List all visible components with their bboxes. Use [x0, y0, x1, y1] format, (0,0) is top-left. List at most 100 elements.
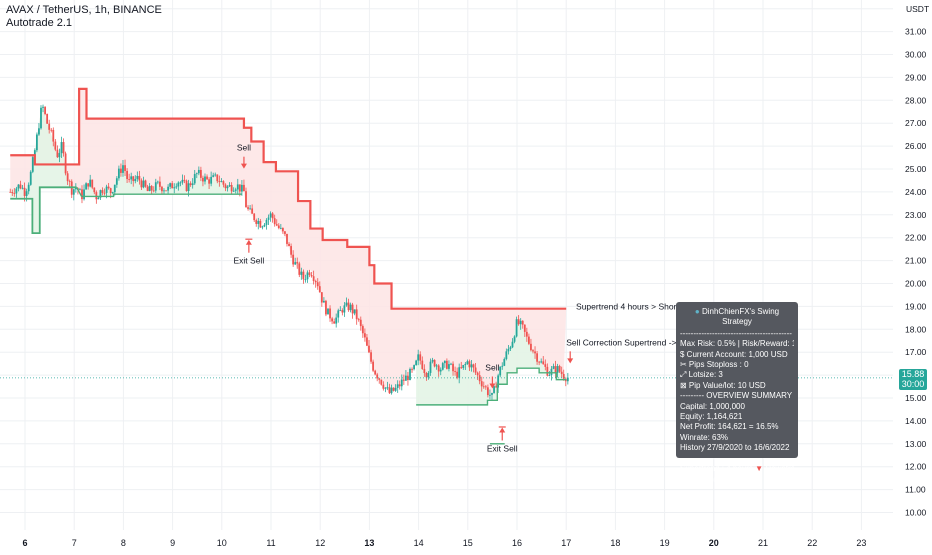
sell-arrow-head-icon: [240, 163, 247, 169]
candle-body: [550, 368, 553, 376]
candle-body: [431, 359, 434, 362]
candle-body: [158, 181, 161, 187]
candle-body: [347, 302, 350, 311]
candle-body: [441, 363, 444, 370]
candle-body: [542, 361, 545, 365]
candle-body: [304, 279, 307, 281]
price-axis-tick: 25.00: [905, 164, 927, 174]
time-axis-tick: 11: [266, 538, 275, 548]
candle-body: [493, 386, 495, 393]
candle-body: [72, 189, 75, 195]
price-axis-tick: 30.00: [905, 50, 927, 60]
candle-body: [345, 302, 348, 306]
candle-body: [93, 187, 96, 193]
time-axis-tick: 17: [561, 538, 571, 548]
uptrend-fill: [10, 104, 77, 234]
candle-body: [507, 348, 510, 352]
candle-body: [263, 224, 266, 227]
time-axis-tick: 15: [463, 538, 473, 548]
candle-body: [470, 364, 473, 368]
candle-body: [384, 387, 387, 389]
candle-body: [294, 262, 297, 265]
candle-body: [286, 233, 288, 244]
time-axis-tick: 19: [660, 538, 670, 548]
candle-body: [52, 129, 55, 142]
indicator-name[interactable]: Autotrade 2.1: [6, 17, 73, 29]
last-price-tag: 15.88 30:00: [899, 369, 927, 390]
candle-body: [351, 304, 354, 314]
sell-arrow-head-icon: [567, 358, 574, 364]
info-title: ● DinhChienFX's Swing Strategy: [680, 307, 794, 328]
candle-body: [195, 173, 198, 175]
candle-body: [224, 184, 227, 189]
candle-body: [111, 192, 114, 194]
candle-body: [251, 208, 254, 214]
candle-body: [296, 262, 299, 264]
candle-body: [202, 177, 204, 182]
candle-body: [540, 361, 543, 363]
candle-body: [486, 387, 489, 396]
candle-body: [210, 176, 213, 184]
candle-body: [464, 363, 467, 366]
candle-body: [407, 375, 409, 381]
candle-body: [234, 189, 237, 191]
candle-body: [335, 317, 338, 324]
price-axis-tick: 18.00: [905, 324, 927, 334]
price-axis-unit: USDT: [906, 4, 929, 14]
info-line: Capital: 1,000,000: [680, 401, 745, 411]
candle-body: [427, 372, 430, 378]
candle-body: [368, 345, 370, 353]
price-axis-tick: 13.00: [905, 439, 927, 449]
candle-body: [117, 168, 120, 179]
time-axis-tick: 7: [72, 538, 77, 548]
info-line: $ Current Account: 1,000 USD: [680, 349, 788, 359]
candle-body: [288, 243, 290, 247]
candle-body: [245, 191, 247, 208]
candle-body: [11, 191, 14, 194]
supertrend-up-line: [416, 367, 567, 406]
candle-body: [140, 180, 143, 188]
time-axis-tick: 12: [315, 538, 325, 548]
supertrend-up-line: [81, 193, 242, 198]
candle-body: [421, 360, 424, 369]
info-line: Net Profit: 164,621 = 16.5%: [680, 422, 779, 432]
time-axis-tick: 21: [758, 538, 768, 548]
candle-body: [83, 189, 85, 200]
candle-body: [163, 190, 165, 192]
candle-body: [281, 227, 284, 232]
candle-body: [482, 386, 485, 388]
candle-body: [458, 367, 461, 378]
candle-body: [476, 372, 479, 376]
candle-body: [380, 379, 383, 385]
candle-body: [35, 134, 38, 151]
candle-body: [208, 179, 210, 184]
bar-countdown: 30:00: [901, 379, 925, 389]
candle-body: [534, 351, 536, 354]
candle-body: [81, 189, 83, 200]
candle-body: [503, 359, 506, 366]
candle-body: [370, 352, 372, 362]
price-axis-tick: 28.00: [905, 95, 927, 105]
candle-body: [107, 186, 110, 189]
candle-body: [68, 181, 71, 182]
candle-body: [532, 350, 534, 352]
time-axis-tick: 6: [22, 538, 27, 548]
annotation-label: Exit Sell: [487, 443, 518, 453]
candle-body: [320, 292, 323, 303]
candle-body: [181, 179, 184, 183]
candle-body: [318, 286, 321, 293]
info-line: ⤢ Lotsize: 3: [680, 370, 723, 380]
candle-body: [386, 387, 389, 389]
last-price: 15.88: [901, 369, 925, 379]
downtrend-fill: [10, 88, 567, 398]
candle-body: [560, 371, 563, 374]
candle-body: [183, 179, 186, 181]
candle-body: [50, 129, 53, 131]
candle-body: [372, 361, 374, 371]
candle-body: [409, 368, 411, 381]
candle-body: [109, 188, 112, 194]
time-axis-tick: 23: [856, 538, 866, 548]
candle-body: [558, 366, 561, 372]
